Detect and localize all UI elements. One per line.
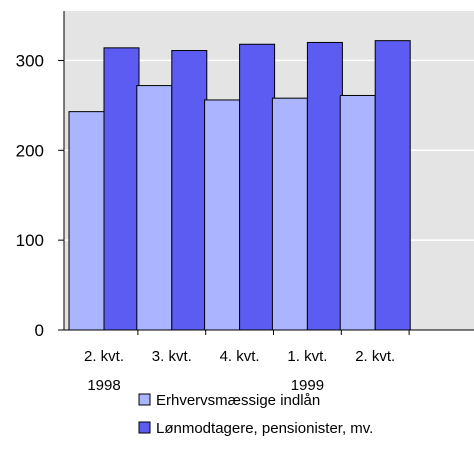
x-tick-label: 1. kvt. [287, 348, 327, 365]
bar-erhvervsmaessige [68, 111, 105, 331]
bar-lonmodtagere [103, 47, 140, 331]
legend: Erhvervsmæssige indlån Lønmodtagere, pens… [138, 392, 373, 437]
x-axis: 2. kvt. 1998 3. kvt. 4. kvt. 1. kvt. 1999 2. k… [64, 329, 474, 394]
y-tick-label: 100 [16, 231, 44, 250]
bar-lonmodtagere [239, 43, 276, 331]
x-tick-label: 2. kvt. [84, 348, 124, 365]
legend-label: Lønmodtagere, pensionister, mv. [156, 420, 373, 437]
bar-lonmodtagere [374, 40, 411, 331]
bar-lonmodtagere [171, 50, 208, 331]
legend-label: Erhvervsmæssige indlån [156, 392, 320, 409]
y-tick-label: 0 [35, 321, 44, 340]
x-tick-year-label: 1998 [87, 377, 120, 394]
bar-lonmodtagere [306, 41, 343, 331]
x-tick-label: 2. kvt. [355, 348, 395, 365]
y-tick-label: 300 [16, 51, 44, 70]
bar-erhvervsmaessige [271, 97, 308, 331]
bar-erhvervsmaessige [339, 94, 376, 331]
legend-swatch [138, 393, 151, 406]
bar-erhvervsmaessige [204, 99, 241, 331]
y-tick-label: 200 [16, 141, 44, 160]
x-tick-year-label: 1999 [291, 377, 324, 394]
x-tick-label: 4. kvt. [220, 348, 260, 365]
bars-group [68, 40, 411, 331]
bar-erhvervsmaessige [136, 85, 173, 331]
y-axis: 0 100 200 300 [16, 11, 65, 340]
legend-swatch [138, 421, 151, 434]
x-tick-label: 3. kvt. [152, 348, 192, 365]
